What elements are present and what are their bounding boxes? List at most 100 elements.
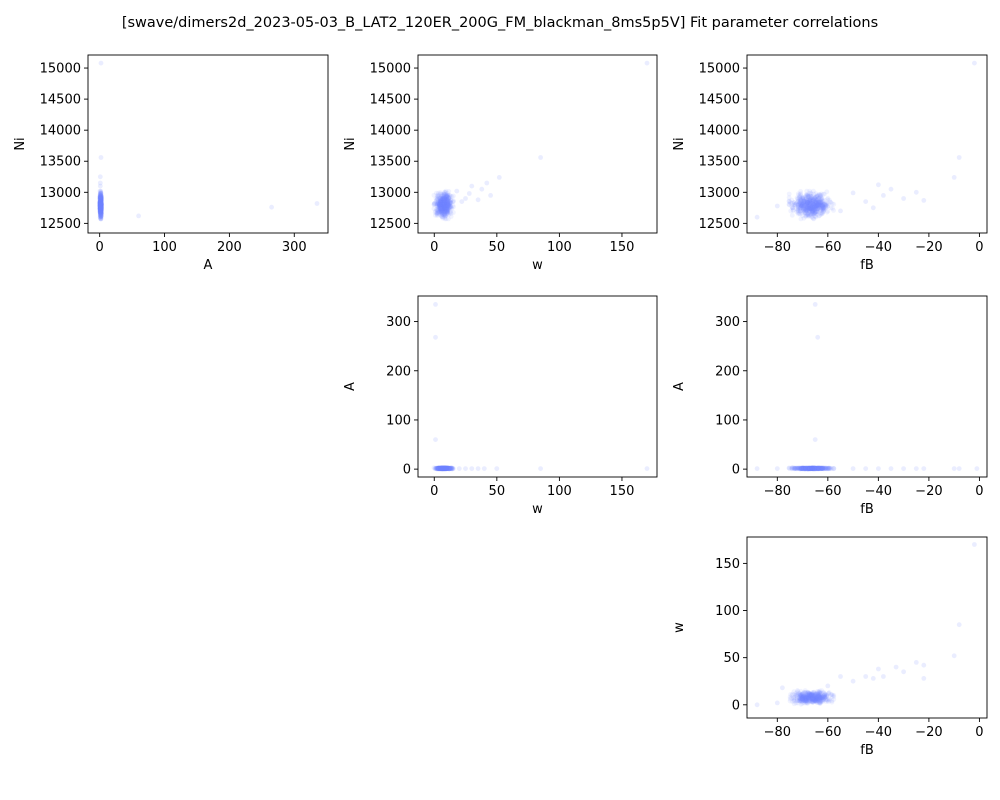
scatter-point — [437, 209, 443, 215]
scatter-point — [806, 695, 811, 700]
scatter-point — [812, 465, 817, 471]
scatter-point — [799, 203, 805, 209]
scatter-point — [442, 198, 447, 204]
scatter-point — [812, 195, 818, 201]
scatter-point — [814, 201, 819, 207]
scatter-point — [98, 203, 103, 209]
scatter-point — [98, 207, 103, 213]
scatter-point — [817, 690, 823, 696]
scatter-point — [97, 203, 103, 209]
scatter-point — [816, 205, 821, 211]
scatter-point — [98, 197, 104, 203]
scatter-point — [789, 197, 795, 203]
scatter-point — [804, 208, 810, 214]
scatter-point — [808, 196, 814, 201]
scatter-point — [99, 214, 105, 219]
scatter-point — [802, 198, 808, 204]
y-tick-label: 0 — [732, 463, 740, 478]
scatter-point — [438, 466, 443, 472]
scatter-point — [441, 192, 447, 198]
scatter-point — [440, 207, 446, 212]
scatter-point — [98, 194, 104, 200]
scatter-point — [809, 203, 815, 209]
scatter-point — [97, 201, 103, 206]
scatter-point — [98, 208, 103, 214]
scatter-point — [436, 201, 442, 207]
scatter-point — [444, 202, 450, 207]
scatter-point — [441, 466, 446, 472]
scatter-point — [808, 465, 813, 471]
scatter-point — [443, 465, 449, 471]
scatter-point — [819, 210, 824, 216]
scatter-point — [98, 196, 103, 202]
scatter-point — [98, 205, 104, 211]
scatter-point — [442, 205, 448, 211]
scatter-point — [811, 466, 816, 472]
scatter-point — [99, 201, 104, 207]
scatter-point — [98, 199, 104, 205]
scatter-point — [819, 205, 825, 211]
scatter-point-outlier — [956, 466, 962, 471]
scatter-point — [438, 206, 444, 212]
scatter-point — [98, 200, 104, 206]
scatter-point — [821, 696, 826, 702]
scatter-point — [441, 465, 447, 471]
scatter-point — [819, 196, 824, 202]
scatter-point — [799, 693, 804, 698]
scatter-point — [831, 466, 837, 471]
scatter-point — [813, 694, 819, 700]
x-tick-label: 150 — [610, 240, 635, 255]
scatter-point — [809, 466, 815, 472]
scatter-point — [811, 188, 816, 194]
scatter-point — [797, 465, 803, 471]
scatter-point — [439, 204, 444, 209]
scatter-point — [812, 466, 818, 472]
scatter-point — [820, 206, 826, 212]
scatter-point — [819, 205, 825, 210]
scatter-point — [445, 203, 451, 209]
scatter-point — [438, 465, 444, 471]
scatter-point — [446, 465, 451, 471]
scatter-point — [797, 696, 803, 702]
scatter-point — [813, 201, 819, 207]
scatter-point — [98, 204, 103, 210]
scatter-point — [97, 203, 103, 209]
scatter-point — [442, 465, 448, 471]
scatter-point — [448, 466, 453, 471]
scatter-point — [97, 198, 103, 204]
scatter-point — [810, 698, 816, 704]
scatter-point — [98, 207, 104, 213]
scatter-point — [443, 205, 449, 211]
scatter-point — [98, 205, 104, 211]
scatter-point — [797, 202, 803, 207]
scatter-point — [798, 465, 804, 471]
scatter-point — [445, 198, 451, 204]
scatter-point — [97, 203, 103, 208]
scatter-point — [442, 205, 448, 211]
scatter-point — [443, 466, 449, 471]
scatter-point-outlier — [469, 183, 475, 189]
scatter-point-outlier — [812, 302, 818, 307]
scatter-point — [805, 698, 811, 704]
scatter-point — [825, 466, 831, 472]
scatter-point — [436, 466, 442, 471]
scatter-point — [443, 199, 448, 205]
scatter-point — [446, 196, 452, 202]
scatter-point — [443, 466, 448, 472]
scatter-point — [98, 209, 104, 215]
scatter-point — [804, 202, 810, 207]
scatter-point — [804, 200, 810, 206]
y-tick-label: 0 — [403, 463, 411, 478]
scatter-point — [804, 198, 810, 204]
scatter-point — [445, 194, 451, 200]
scatter-point — [818, 211, 823, 216]
scatter-point — [811, 465, 817, 471]
scatter-point — [448, 197, 454, 203]
scatter-point — [810, 466, 815, 471]
scatter-point — [812, 466, 818, 471]
scatter-point — [809, 695, 814, 701]
scatter-point — [806, 696, 812, 702]
scatter-point — [801, 696, 807, 702]
scatter-point — [823, 699, 829, 705]
scatter-point — [801, 466, 807, 471]
